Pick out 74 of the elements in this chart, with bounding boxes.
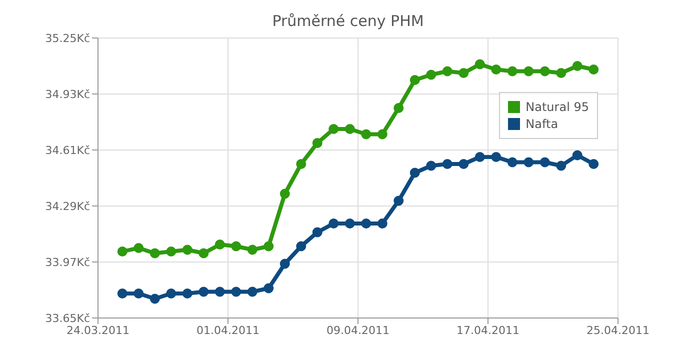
point [134, 243, 144, 253]
point [328, 124, 339, 134]
x-tick-label: 17.04.2011 [456, 324, 520, 337]
point [491, 152, 502, 162]
point [572, 61, 582, 71]
point [524, 66, 534, 76]
point [344, 124, 355, 134]
point [296, 241, 306, 252]
point [474, 59, 485, 70]
point [394, 196, 404, 206]
point [214, 286, 225, 297]
x-tick-label: 25.04.2011 [586, 324, 650, 337]
point [117, 288, 128, 298]
point [117, 246, 128, 256]
point [572, 150, 582, 160]
point [361, 129, 372, 140]
point [361, 218, 372, 228]
point [410, 75, 420, 85]
point [150, 248, 160, 258]
point [442, 66, 452, 76]
point [296, 159, 306, 169]
point [588, 159, 599, 169]
point [166, 288, 176, 298]
point [198, 286, 209, 297]
point [247, 286, 258, 297]
point [410, 168, 420, 178]
point [264, 241, 274, 252]
point [134, 288, 144, 298]
point [280, 258, 290, 269]
point [458, 68, 469, 78]
legend-label: Nafta [526, 117, 558, 131]
point [556, 68, 566, 78]
chart-title: Průměrné ceny PHM [271, 12, 425, 30]
point [231, 286, 242, 297]
point [556, 160, 566, 171]
point [377, 218, 388, 228]
point [264, 283, 274, 294]
legend-label: Natural 95 [526, 100, 589, 114]
point [247, 244, 258, 255]
point [231, 241, 242, 252]
point [507, 157, 518, 168]
point [150, 294, 160, 304]
y-tick-label: 34.93Kč [45, 88, 90, 101]
y-tick-label: 34.61Kč [45, 144, 90, 157]
point [426, 160, 436, 171]
y-tick-label: 34.29Kč [45, 200, 90, 213]
point [198, 248, 209, 258]
x-tick-label: 09.04.2011 [326, 324, 390, 337]
y-tick-label: 33.97Kč [45, 256, 90, 269]
point [507, 66, 518, 76]
point [474, 152, 485, 162]
point [182, 288, 192, 298]
x-tick-label: 24.03.2011 [66, 324, 130, 337]
point [377, 129, 388, 140]
point [312, 227, 322, 238]
point [328, 218, 339, 228]
y-tick-label: 35.25Kč [45, 32, 90, 45]
point [540, 66, 550, 76]
point [394, 103, 404, 113]
point [442, 159, 452, 169]
point [166, 246, 176, 256]
point [524, 157, 534, 168]
point [182, 244, 192, 255]
point [280, 188, 290, 199]
x-tick-label: 01.04.2011 [196, 324, 260, 337]
point [214, 240, 225, 250]
point [588, 64, 599, 74]
y-tick-label: 33.65Kč [45, 312, 90, 325]
point [344, 218, 355, 228]
point [312, 138, 322, 148]
point [426, 70, 436, 80]
point [458, 159, 469, 169]
point [491, 64, 502, 74]
point [540, 157, 550, 168]
